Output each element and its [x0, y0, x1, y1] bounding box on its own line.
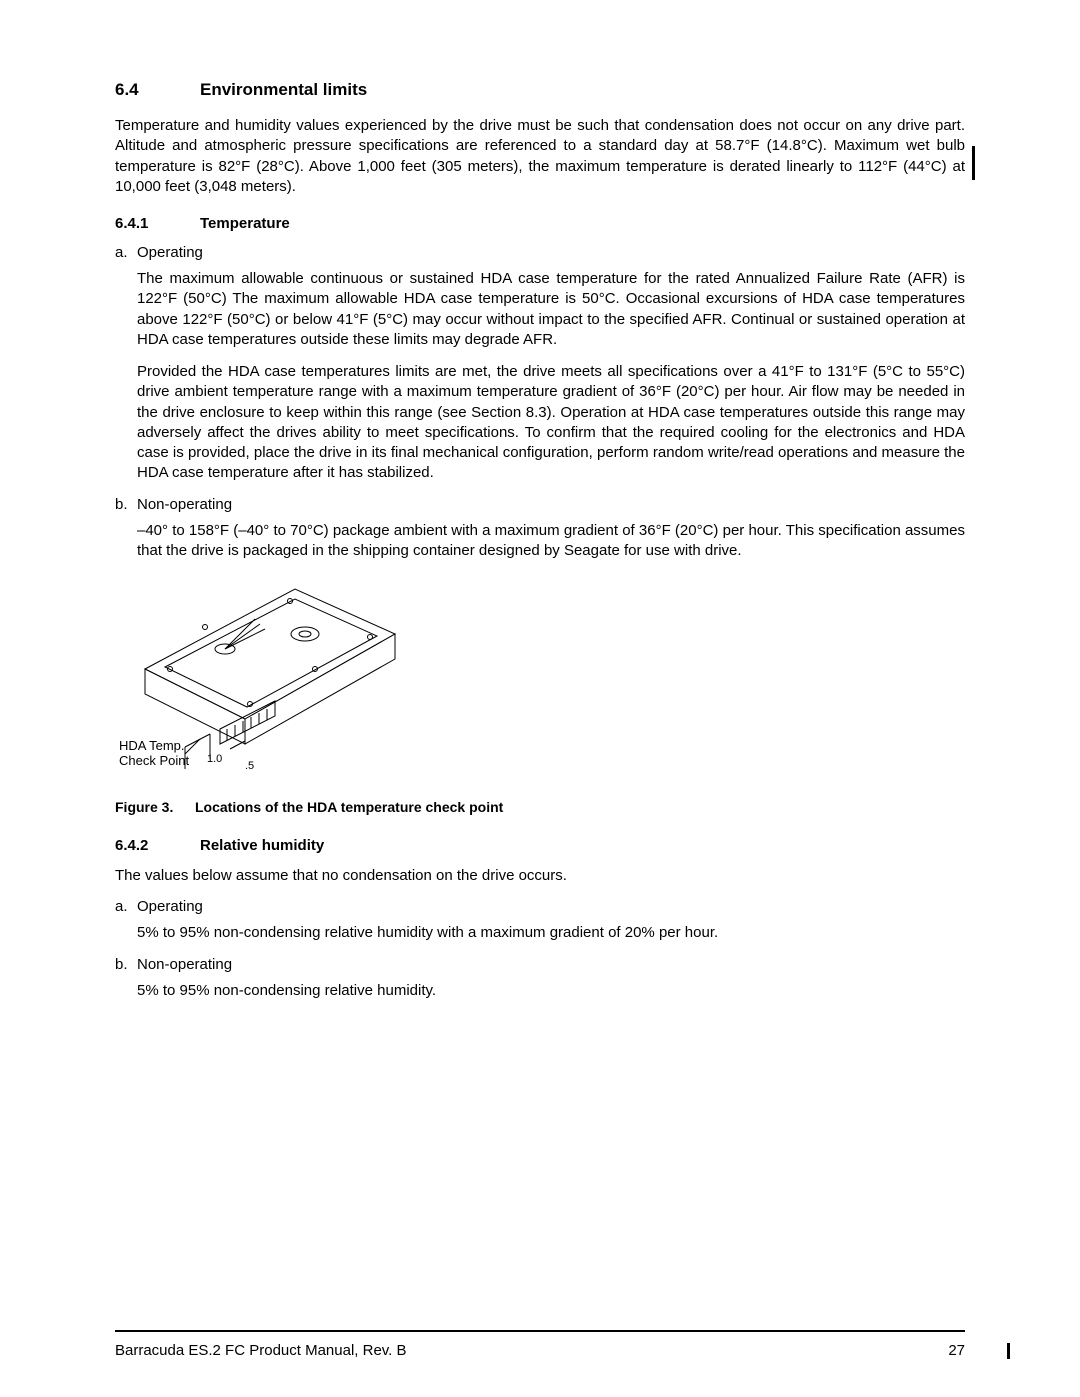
- list-item-a: a. Operating: [115, 898, 965, 915]
- footer-change-mark: [1007, 1343, 1010, 1359]
- dim-1: 1.0: [207, 753, 222, 765]
- list-label: Operating: [137, 898, 203, 915]
- humidity-intro: The values below assume that no condensa…: [115, 866, 965, 886]
- hda-check-point-label: HDA Temp. Check Point: [119, 739, 189, 769]
- footer-page-number: 27: [948, 1342, 965, 1359]
- list-letter: b.: [115, 496, 137, 513]
- hda-label-line1: HDA Temp.: [119, 738, 185, 753]
- humidity-b-para: 5% to 95% non-condensing relative humidi…: [137, 981, 965, 1001]
- footer-left: Barracuda ES.2 FC Product Manual, Rev. B: [115, 1342, 407, 1359]
- list-label: Non-operating: [137, 956, 232, 973]
- list-item-b: b. Non-operating: [115, 496, 965, 513]
- list-letter: a.: [115, 898, 137, 915]
- list-label: Non-operating: [137, 496, 232, 513]
- subsection-heading-humidity: 6.4.2Relative humidity: [115, 837, 965, 854]
- footer-rule: [115, 1330, 965, 1332]
- change-bar: [972, 146, 975, 180]
- page: 6.4Environmental limits Temperature and …: [0, 0, 1080, 1397]
- list-letter: b.: [115, 956, 137, 973]
- subsection-heading-temperature: 6.4.1Temperature: [115, 215, 965, 232]
- list-item-b: b. Non-operating: [115, 956, 965, 973]
- section-intro: Temperature and humidity values experien…: [115, 116, 965, 197]
- dim-2: .5: [245, 760, 254, 772]
- figure-hda-drive: 1.0 .5 HDA Temp. Check Point: [115, 579, 415, 789]
- temp-a-para2: Provided the HDA case temperatures limit…: [137, 362, 965, 484]
- temp-b-para1: –40° to 158°F (–40° to 70°C) package amb…: [137, 521, 965, 562]
- figure-number: Figure 3.: [115, 799, 195, 815]
- list-letter: a.: [115, 244, 137, 261]
- section-number: 6.4: [115, 80, 200, 100]
- subsection-title: Relative humidity: [200, 837, 324, 854]
- subsection-number: 6.4.2: [115, 837, 200, 854]
- humidity-a-para: 5% to 95% non-condensing relative humidi…: [137, 923, 965, 943]
- list-item-a: a. Operating: [115, 244, 965, 261]
- list-label: Operating: [137, 244, 203, 261]
- figure-caption: Figure 3.Locations of the HDA temperatur…: [115, 799, 965, 815]
- hda-label-line2: Check Point: [119, 753, 189, 768]
- footer: Barracuda ES.2 FC Product Manual, Rev. B…: [115, 1342, 965, 1359]
- figure-caption-text: Locations of the HDA temperature check p…: [195, 799, 503, 815]
- subsection-title: Temperature: [200, 215, 290, 232]
- section-heading: 6.4Environmental limits: [115, 80, 965, 100]
- temp-a-para1: The maximum allowable continuous or sust…: [137, 269, 965, 350]
- subsection-number: 6.4.1: [115, 215, 200, 232]
- section-title: Environmental limits: [200, 80, 367, 99]
